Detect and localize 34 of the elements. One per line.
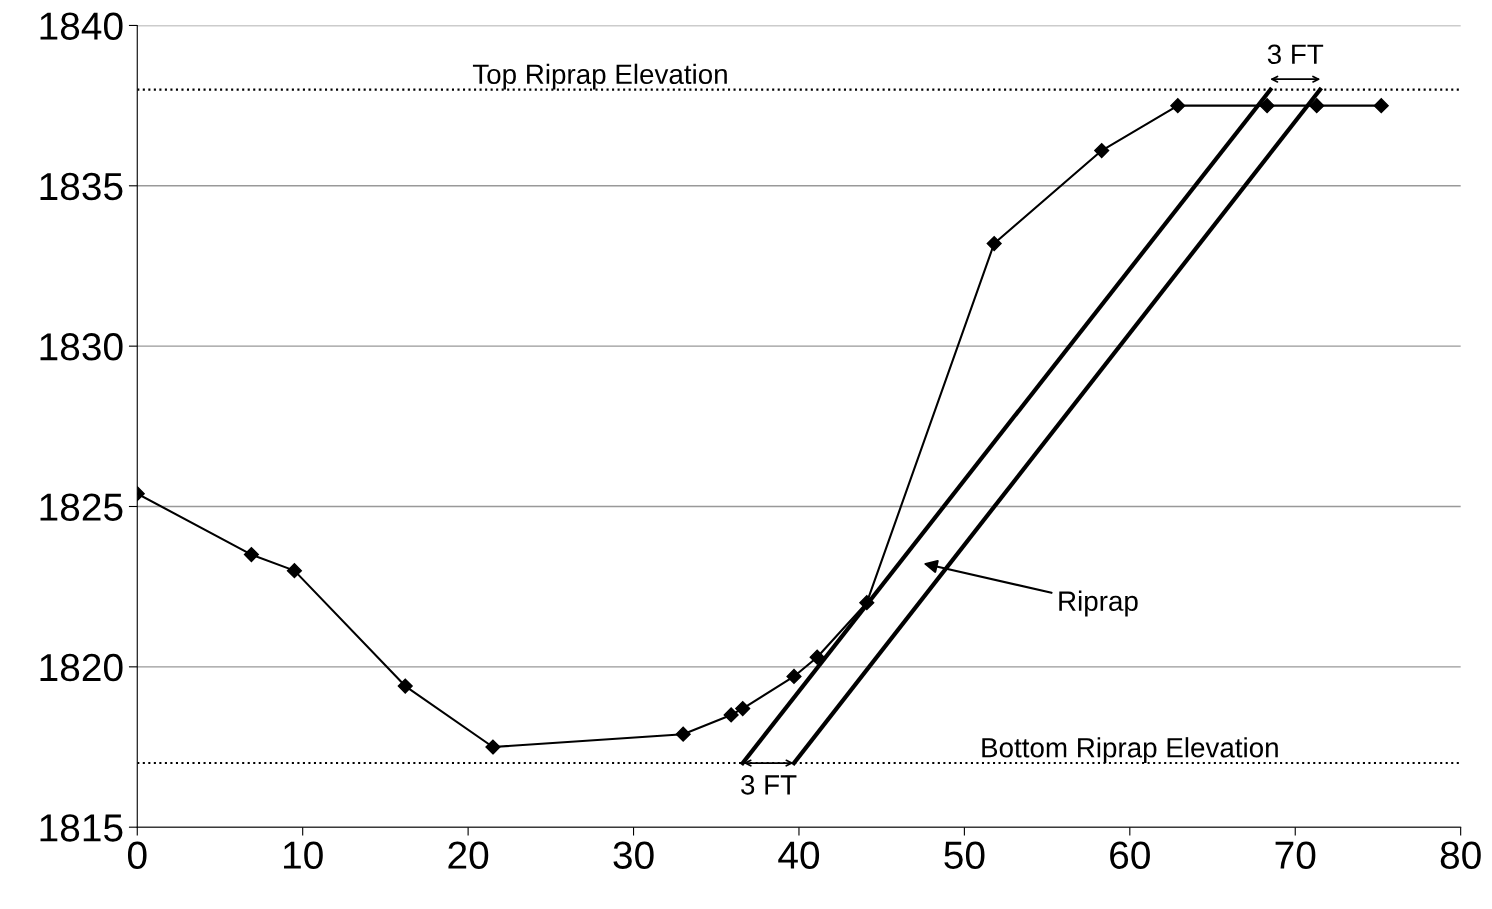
ref-line-label: Bottom Riprap Elevation <box>982 737 1278 764</box>
x-tick-label: 60 <box>1110 841 1150 869</box>
point <box>1170 98 1186 114</box>
point <box>1094 142 1110 159</box>
point <box>675 726 691 742</box>
x-tick-label: 80 <box>1440 841 1481 869</box>
point <box>1309 98 1325 114</box>
x-tick-label: 50 <box>944 841 985 869</box>
y-tick-label: 1840 <box>40 12 123 40</box>
x-tick-label: 70 <box>1275 841 1316 869</box>
x-tick-label: 40 <box>778 841 820 869</box>
annotation: 3 FT <box>741 775 797 795</box>
point <box>485 739 501 755</box>
y-tick-label: 1830 <box>40 333 123 361</box>
x-tick-label: 30 <box>613 841 654 869</box>
x-tick-label: 10 <box>284 841 323 869</box>
point <box>786 668 802 685</box>
ref-line-label: Top Riprap Elevation <box>472 63 727 90</box>
point <box>723 707 739 723</box>
point <box>986 235 1002 252</box>
y-tick-label: 1835 <box>40 172 123 201</box>
x-tick-label: 0 <box>127 841 147 869</box>
point <box>243 547 259 563</box>
y-tick-label: 1820 <box>40 653 123 682</box>
y-tick-label: 1825 <box>40 493 123 521</box>
point <box>1259 98 1275 114</box>
annotation: 3 FT <box>1267 44 1324 65</box>
point <box>735 700 751 717</box>
annotation: Riprap <box>1059 590 1138 617</box>
point <box>1373 98 1389 114</box>
y-tick-label: 1815 <box>40 814 123 842</box>
x-tick-label: 20 <box>448 841 489 869</box>
point <box>397 678 413 694</box>
point <box>286 563 302 579</box>
